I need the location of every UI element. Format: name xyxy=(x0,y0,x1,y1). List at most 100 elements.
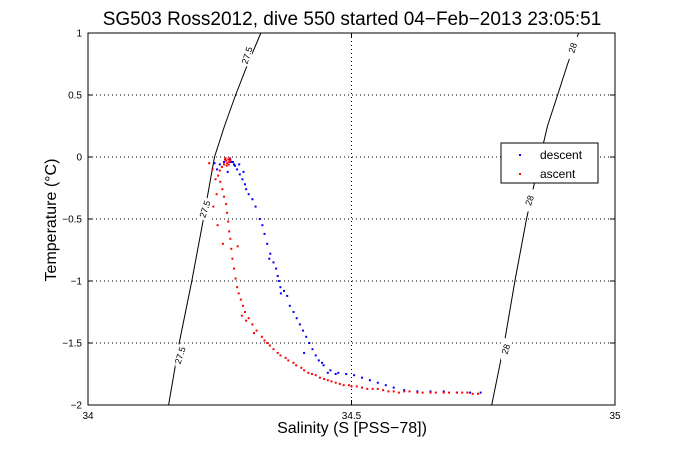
y-tick-label: 0.5 xyxy=(68,91,82,102)
ascent-point xyxy=(342,384,345,387)
contour-label: 28 xyxy=(500,343,513,356)
descent-point xyxy=(261,224,264,227)
descent-point xyxy=(268,257,271,260)
ascent-point xyxy=(268,344,271,347)
y-axis-label: Temperature (°C) xyxy=(43,159,60,282)
ascent-point xyxy=(272,348,275,351)
y-tick-labels: −2 −1.5 −1 −0.5 0 0.5 1 xyxy=(62,29,82,412)
descent-point xyxy=(279,292,282,295)
ascent-point xyxy=(295,364,298,367)
ascent-point xyxy=(366,387,369,390)
ascent-point xyxy=(221,242,224,245)
descent-point xyxy=(353,374,356,377)
ascent-points-layer xyxy=(208,157,479,395)
ascent-point xyxy=(240,314,243,317)
ascent-point xyxy=(416,391,419,394)
contour-label: 28 xyxy=(567,42,580,55)
ascent-point xyxy=(236,286,239,289)
ascent-point xyxy=(466,391,469,394)
contour-label: 28 xyxy=(523,194,536,207)
ascent-point xyxy=(237,292,240,295)
ascent-point xyxy=(330,380,333,383)
ascent-point xyxy=(229,159,232,162)
contour-label-bg xyxy=(500,338,511,361)
ascent-point xyxy=(287,359,290,362)
ascent-point xyxy=(323,378,326,380)
ascent-point xyxy=(223,163,225,166)
ascent-point xyxy=(214,178,217,181)
ascent-point xyxy=(347,384,350,387)
descent-point xyxy=(329,369,332,372)
ascent-point xyxy=(350,385,353,388)
ascent-point xyxy=(253,332,255,335)
descent-point xyxy=(416,390,419,393)
descent-point xyxy=(286,294,289,297)
descent-point xyxy=(376,381,379,384)
ascent-point xyxy=(227,158,230,161)
descent-point xyxy=(226,170,229,173)
ascent-point xyxy=(355,385,358,388)
descent-point xyxy=(384,384,387,387)
descent-point xyxy=(263,232,266,235)
ascent-point xyxy=(224,158,226,161)
ascent-point xyxy=(461,391,464,394)
ascent-point xyxy=(279,354,282,357)
legend-marker-ascent xyxy=(519,173,521,175)
ascent-point xyxy=(227,220,230,223)
ascent-point xyxy=(392,390,395,393)
descent-point xyxy=(233,163,235,166)
y-tick-label: 1 xyxy=(76,29,82,40)
ascent-point xyxy=(397,391,400,394)
ascent-point xyxy=(434,391,437,394)
descent-point xyxy=(337,371,340,374)
descent-point xyxy=(272,261,275,264)
ascent-point xyxy=(216,224,219,227)
descent-point xyxy=(295,317,298,320)
ascent-point xyxy=(292,361,295,364)
ascent-point xyxy=(212,205,215,208)
ascent-point xyxy=(311,373,313,375)
ascent-point xyxy=(263,339,266,342)
ascent-point xyxy=(408,390,411,393)
descent-point xyxy=(298,323,301,326)
ascent-point xyxy=(241,304,244,307)
descent-point xyxy=(275,267,278,270)
descent-point xyxy=(269,252,272,255)
y-tick-label: −2 xyxy=(71,401,83,412)
ascent-point xyxy=(229,237,232,240)
ascent-point xyxy=(224,157,227,160)
contour-label-bg xyxy=(524,189,535,212)
legend-box xyxy=(500,142,599,184)
ascent-point xyxy=(382,389,385,392)
ascent-point xyxy=(334,381,337,384)
ascent-point xyxy=(228,161,231,163)
ascent-point xyxy=(228,230,231,233)
ascent-point xyxy=(307,371,310,374)
descent-point xyxy=(308,342,311,344)
ascent-point xyxy=(471,392,474,395)
descent-point xyxy=(321,361,323,364)
ascent-point xyxy=(429,391,432,394)
descent-point xyxy=(283,289,285,292)
ascent-point xyxy=(221,188,224,191)
descent-point xyxy=(429,390,432,393)
descent-point xyxy=(302,329,304,332)
ascent-point xyxy=(266,342,269,344)
ascent-point xyxy=(226,162,229,165)
ascent-point xyxy=(236,245,239,248)
descent-point xyxy=(303,351,306,354)
ascent-point xyxy=(231,257,234,260)
x-tick-label: 35 xyxy=(609,411,621,422)
axis-ticks-layer xyxy=(87,32,616,406)
descent-point xyxy=(361,376,363,379)
descent-point xyxy=(288,304,291,307)
descent-point xyxy=(238,173,241,176)
ascent-point xyxy=(255,329,258,332)
descent-point xyxy=(247,193,250,196)
y-tick-label: −1.5 xyxy=(62,339,82,350)
ascent-point xyxy=(230,247,233,250)
descent-point xyxy=(311,348,314,351)
descent-point xyxy=(277,280,280,282)
